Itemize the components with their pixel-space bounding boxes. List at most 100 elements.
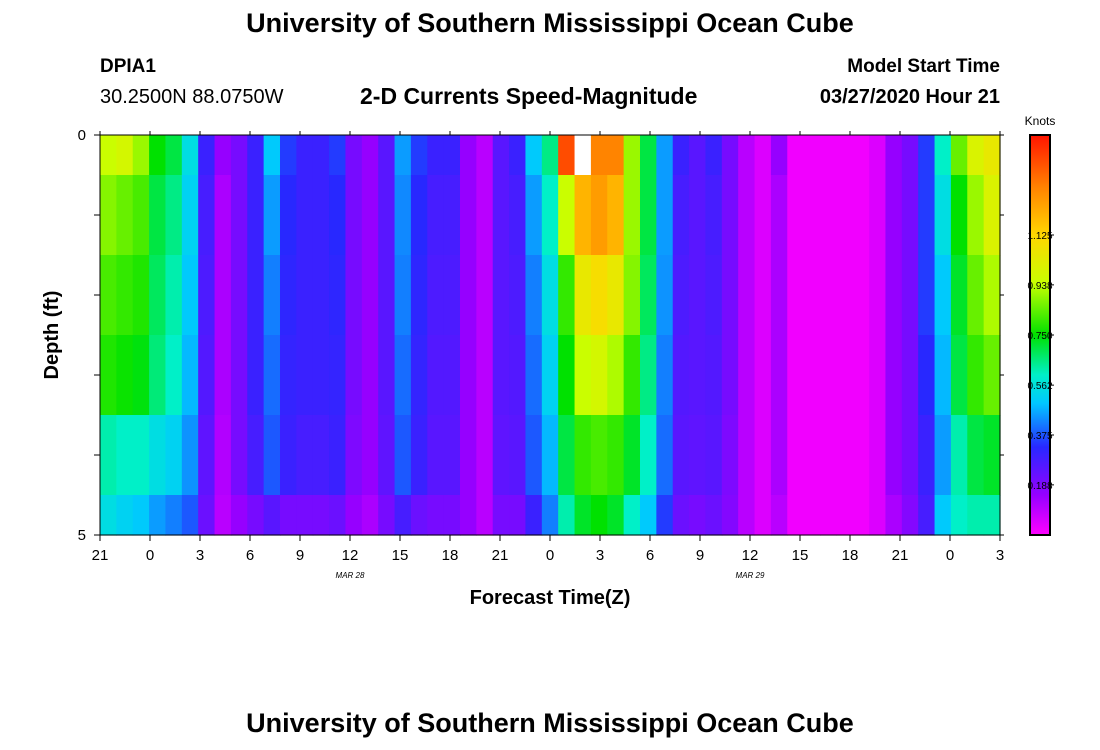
heatmap-cell [558, 175, 576, 256]
station-coordinates: 30.2500N 88.0750W [100, 86, 284, 108]
heatmap-cell [738, 335, 756, 416]
heatmap-cell [329, 335, 347, 416]
heatmap-cell [869, 255, 887, 336]
heatmap-cell [247, 175, 265, 256]
heatmap-cell [590, 255, 608, 336]
x-tick-label: 3 [596, 547, 604, 564]
heatmap-cell [656, 175, 674, 256]
heatmap-cell [820, 175, 837, 256]
heatmap-cell [427, 495, 445, 536]
heatmap-cell [705, 415, 723, 496]
heatmap-cell [967, 255, 985, 336]
heatmap-cell [116, 135, 134, 176]
heatmap-cell [574, 255, 592, 336]
colorbar-legend: Knots 0.188 0.375 0.562 0.750 0.938 1.125 [1025, 114, 1056, 536]
heatmap-cell [263, 135, 281, 176]
heatmap-cell [541, 415, 559, 496]
heatmap-cell [918, 175, 936, 256]
heatmap-cell [263, 415, 281, 496]
heatmap-cell [558, 415, 576, 496]
heatmap-cell [950, 335, 968, 416]
heatmap-cell [918, 135, 936, 176]
x-tick-label: 21 [92, 547, 109, 564]
heatmap-cell [378, 335, 396, 416]
heatmap-cell [230, 335, 248, 416]
heatmap-cell [378, 135, 396, 176]
heatmap-cell [901, 415, 919, 496]
heatmap-cell [345, 495, 363, 536]
colorbar-unit-label: Knots [1025, 114, 1056, 128]
heatmap-cell [574, 175, 592, 256]
heatmap-cell [312, 415, 330, 496]
heatmap-cell [345, 175, 363, 256]
heatmap-cell [950, 255, 968, 336]
heatmap-cell [394, 335, 412, 416]
heatmap-cell [820, 335, 837, 416]
heatmap-cell [541, 335, 559, 416]
heatmap-cell [476, 415, 494, 496]
heatmap-cell [721, 415, 739, 496]
heatmap-cell [640, 255, 657, 336]
heatmap-cell [541, 255, 559, 336]
heatmap-cell [950, 175, 968, 256]
heatmap-cell [689, 135, 707, 176]
x-tick-label: 12 [342, 547, 359, 564]
heatmap-cell [738, 495, 756, 536]
heatmap-cell [492, 415, 510, 496]
heatmap-cell [492, 255, 510, 336]
heatmap-cell [378, 255, 396, 336]
heatmap-cell [378, 175, 396, 256]
heatmap-cell [312, 255, 330, 336]
heatmap-cell [460, 335, 477, 416]
heatmap-cell [934, 175, 952, 256]
heatmap-cell [967, 335, 985, 416]
heatmap-cell [967, 495, 985, 536]
heatmap-cell [165, 175, 183, 256]
heatmap-cell [525, 335, 543, 416]
heatmap-cell [689, 175, 707, 256]
heatmap-cell [443, 135, 461, 176]
heatmap-cell [721, 175, 739, 256]
heatmap-cell [443, 255, 461, 336]
heatmap-cell [656, 415, 674, 496]
heatmap-cell [541, 175, 559, 256]
heatmap-cell [394, 495, 412, 536]
heatmap-cell [901, 255, 919, 336]
heatmap-cell [852, 175, 870, 256]
heatmap-cell [901, 175, 919, 256]
heatmap-cell [476, 495, 494, 536]
heatmap-cell [460, 175, 477, 256]
heatmap-cell [214, 495, 232, 536]
heatmap-cell [623, 255, 641, 336]
colorbar-ticks: 0.188 0.375 0.562 0.750 0.938 1.125 [1027, 231, 1054, 492]
heatmap-cell [230, 135, 248, 176]
heatmap-cell [509, 135, 527, 176]
y-tick-label: 5 [78, 527, 86, 544]
heatmap-cell [836, 495, 854, 536]
heatmap-cell [836, 135, 854, 176]
heatmap-cell [869, 495, 887, 536]
heatmap-cell [214, 175, 232, 256]
heatmap-cell [705, 255, 723, 336]
heatmap-cell [967, 415, 985, 496]
heatmap-cell [689, 335, 707, 416]
heatmap-cell [116, 495, 134, 536]
heatmap-cell [394, 135, 412, 176]
heatmap-cell [214, 415, 232, 496]
heatmap-cell [607, 495, 625, 536]
y-axis: 05 [78, 127, 1004, 544]
x-tick-label: 9 [696, 547, 704, 564]
heatmap-cell [901, 335, 919, 416]
heatmap-cell [803, 255, 821, 336]
heatmap-cell [689, 495, 707, 536]
heatmap-cell [803, 175, 821, 256]
heatmap-cell [689, 255, 707, 336]
heatmap-cell [263, 255, 281, 336]
heatmap-cell [950, 495, 968, 536]
heatmap-cell [770, 335, 788, 416]
heatmap-cell [983, 175, 1001, 256]
heatmap-cell [721, 135, 739, 176]
heatmap-cell [280, 175, 297, 256]
heatmap-cell [509, 335, 527, 416]
heatmap-cell [149, 335, 167, 416]
